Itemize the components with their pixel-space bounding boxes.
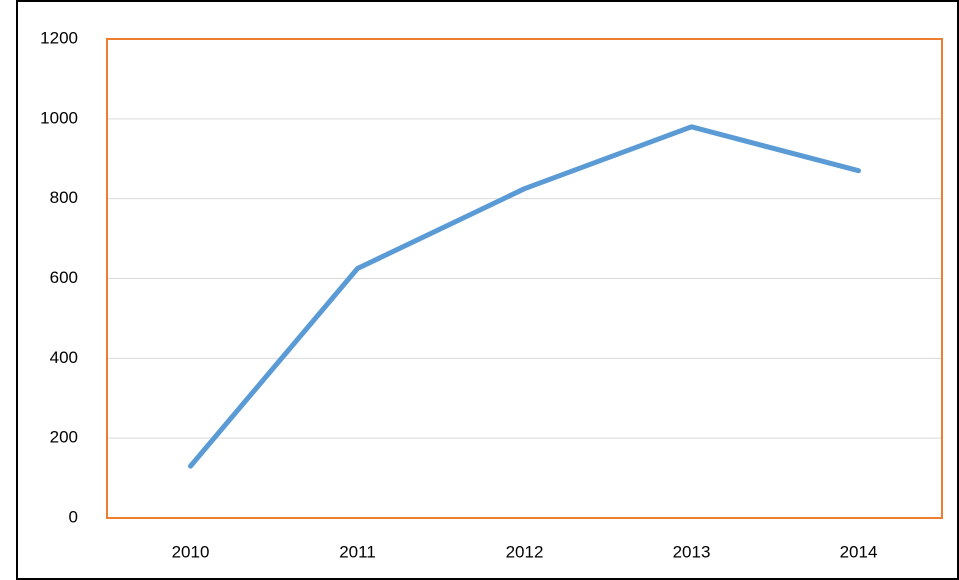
x-tick-label: 2014 xyxy=(840,542,878,561)
y-tick-label: 1200 xyxy=(40,28,78,47)
y-tick-label: 0 xyxy=(69,507,78,526)
x-tick-label: 2010 xyxy=(172,542,210,561)
x-tick-label: 2013 xyxy=(673,542,711,561)
y-tick-label: 400 xyxy=(50,348,78,367)
y-tick-label: 200 xyxy=(50,428,78,447)
chart: 0 200 400 600 800 1000 1200 2010 2011 2012 2013 201… xyxy=(0,0,959,580)
y-tick-label: 800 xyxy=(50,188,78,207)
x-tick-label: 2012 xyxy=(506,542,544,561)
y-tick-label: 1000 xyxy=(40,108,78,127)
chart-border xyxy=(17,1,958,579)
x-tick-label: 2011 xyxy=(339,542,376,561)
y-tick-label: 600 xyxy=(50,268,78,287)
